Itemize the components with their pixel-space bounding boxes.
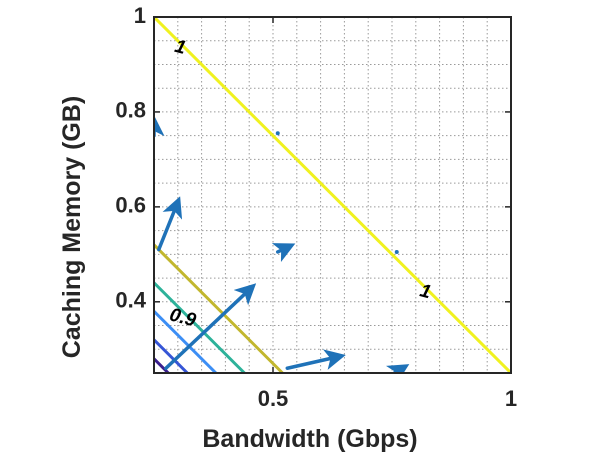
gradient-arrow xyxy=(285,349,346,371)
grid xyxy=(154,17,511,373)
gradient-arrow xyxy=(164,283,257,371)
x-axis-title: Bandwidth (Gbps) xyxy=(202,425,417,453)
contour-label: 1 xyxy=(418,280,434,303)
contour-line xyxy=(154,338,189,373)
y-tick-label: 0.6 xyxy=(115,193,146,218)
gradient-arrows xyxy=(154,115,410,373)
contour-line xyxy=(154,17,511,373)
x-tick-label: 0.5 xyxy=(258,386,289,411)
contour-labels: 10.91 xyxy=(167,36,433,332)
contour-line xyxy=(154,357,170,373)
gradient-arrow xyxy=(394,249,399,254)
gradient-arrow xyxy=(275,131,280,136)
contour-line xyxy=(154,243,284,373)
contour-line xyxy=(154,281,246,373)
contour-label: 1 xyxy=(172,36,188,59)
y-axis-title: Caching Memory (GB) xyxy=(58,96,86,359)
axes-frame xyxy=(153,16,512,374)
y-tick-label: 0.4 xyxy=(115,288,146,313)
contour-line xyxy=(154,310,217,373)
x-tick-label: 1 xyxy=(505,386,517,411)
gradient-arrow xyxy=(271,243,296,263)
y-tick-label: 1 xyxy=(134,3,146,28)
gradient-arrow xyxy=(157,196,183,252)
y-tick-label: 0.8 xyxy=(115,98,146,123)
contour-lines xyxy=(154,17,511,373)
axis-ticks: 0.5 1 0.4 0.6 0.8 1 xyxy=(115,3,517,411)
